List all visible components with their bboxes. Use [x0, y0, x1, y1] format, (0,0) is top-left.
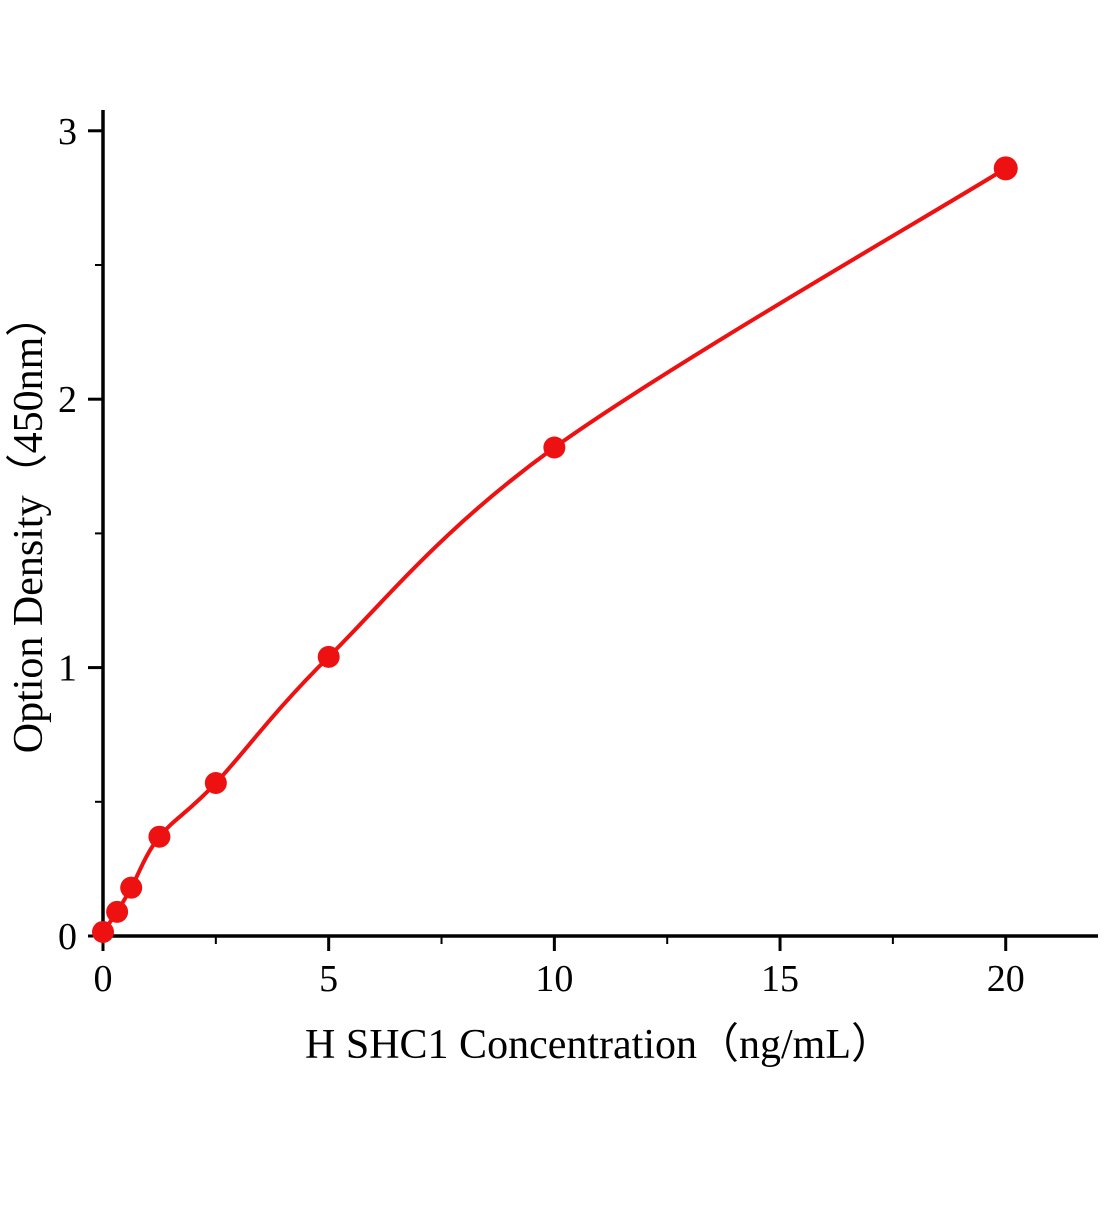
x-tick-label: 5: [319, 958, 338, 1000]
minor-ticks: [95, 263, 894, 944]
data-point-marker: [120, 876, 143, 899]
y-axis-title: Option Density（450nm）: [6, 295, 52, 754]
x-tick-label: 0: [94, 958, 113, 1000]
y-tick-label: 3: [58, 111, 77, 153]
y-tick-label: 2: [58, 379, 77, 421]
tick-labels: 0 5 10 15 20 0 1 2 3: [58, 111, 1025, 1000]
major-ticks: [88, 129, 1008, 951]
data-series: [92, 156, 1018, 943]
data-point-marker: [92, 920, 114, 943]
curve-path: [101, 166, 1008, 934]
data-point-marker: [106, 900, 129, 923]
x-tick-label: 20: [987, 958, 1025, 1000]
y-tick-label: 1: [58, 648, 77, 690]
data-point-marker: [317, 645, 340, 668]
data-point-marker: [993, 156, 1018, 181]
x-axis-title: H SHC1 Concentration（ng/mL）: [305, 1022, 893, 1068]
x-tick-label: 15: [761, 958, 799, 1000]
x-tick-label: 10: [535, 958, 573, 1000]
data-point-marker: [543, 436, 566, 459]
data-point-marker: [148, 825, 171, 848]
data-point-marker: [204, 772, 227, 795]
y-tick-label: 0: [58, 916, 77, 958]
